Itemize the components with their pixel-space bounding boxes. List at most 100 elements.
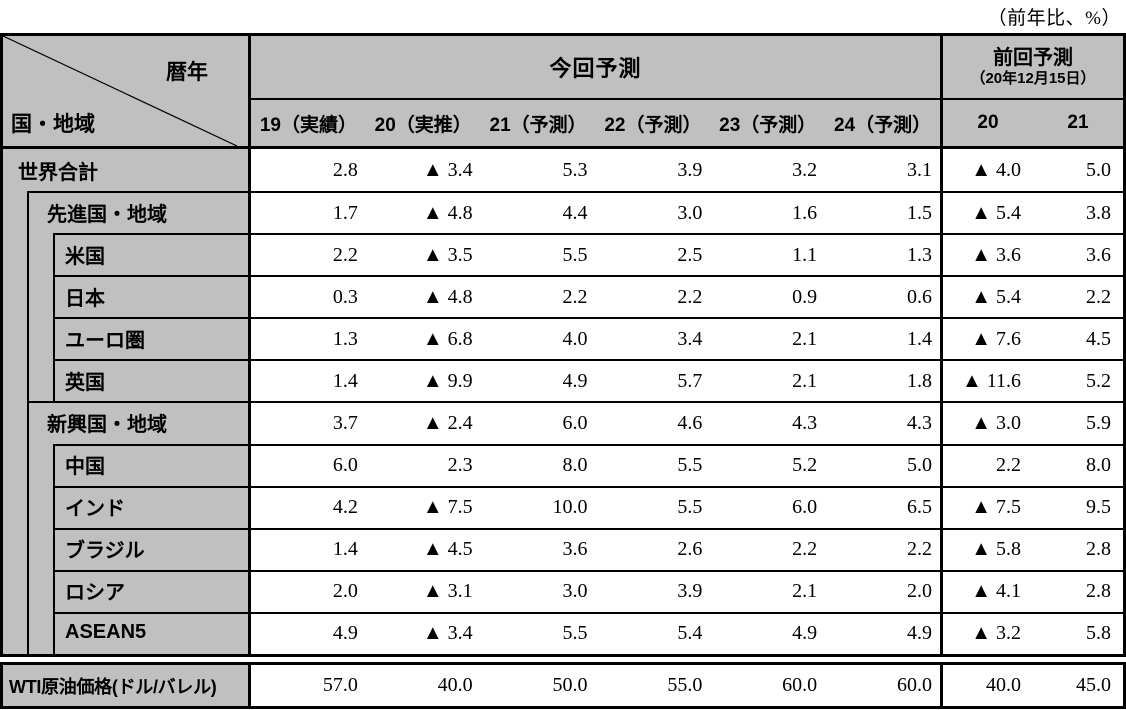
value-cell: 0.6 xyxy=(906,285,932,308)
value-cell: 3.7 xyxy=(332,412,358,434)
row-label-cell: ASEAN5 xyxy=(3,611,251,654)
wti-oil-price-row: WTI原油価格(ドル/バレル) 57.0 40.0 50.0 55.0 60.0… xyxy=(0,662,1126,709)
label-row-separator xyxy=(53,317,248,320)
row-label: インド xyxy=(65,498,125,521)
previous-forecast-cells: ▲ 7.5 9.5 xyxy=(943,488,1123,528)
indent-line-level1 xyxy=(27,275,29,318)
table-row: ユーロ圏 1.3 ▲ 6.8 4.0 3.4 2.1 1.4 ▲ 7.6 4.5 xyxy=(3,317,1123,360)
row-cells: 1.7 ▲ 4.8 4.4 3.0 1.6 1.5 ▲ 5.4 3.8 xyxy=(251,191,1123,234)
prev-value-cell: 3.6 xyxy=(1086,243,1111,266)
value-cell: ▲ 2.4 xyxy=(422,412,473,434)
indent-line-level2 xyxy=(53,569,55,612)
prev-value-cell: 5.2 xyxy=(1086,369,1111,392)
prev-value-cell: 2.8 xyxy=(1086,538,1111,561)
value-cell: 4.9 xyxy=(792,622,818,645)
value-cell: 3.2 xyxy=(792,158,818,181)
prev-value-cell: 9.5 xyxy=(1086,496,1111,519)
indent-line-level1 xyxy=(27,569,29,612)
subheader-23-forecast: 23（予測） xyxy=(719,114,817,136)
label-row-separator xyxy=(53,611,248,614)
prev-value-cell: 2.2 xyxy=(1086,285,1111,308)
value-cell: ▲ 7.5 xyxy=(422,496,473,519)
value-cell: 1.5 xyxy=(906,201,932,224)
table-row: 中国 6.0 2.3 8.0 5.5 5.2 5.0 2.2 8.0 xyxy=(3,443,1123,486)
value-cell: 5.0 xyxy=(906,454,932,477)
prev-value-cell: 3.8 xyxy=(1086,201,1111,224)
previous-forecast-cells: ▲ 5.4 3.8 xyxy=(943,193,1123,233)
value-cell: 2.2 xyxy=(906,538,932,561)
value-cell: 4.3 xyxy=(906,412,932,434)
corner-label-country-region: 国・地域 xyxy=(11,113,95,136)
previous-forecast-cells: ▲ 4.1 2.8 xyxy=(943,572,1123,612)
wti-cells: 57.0 40.0 50.0 55.0 60.0 60.0 40.0 45.0 xyxy=(251,665,1123,706)
wti-label-cell: WTI原油価格(ドル/バレル) xyxy=(3,665,251,706)
header-right: 今回予測 前回予測 （20年12月15日） 19（実績） 20（実推） 21（予… xyxy=(251,36,1123,146)
row-label: ASEAN5 xyxy=(65,621,147,644)
label-row-separator xyxy=(53,233,248,236)
wti-prev-value-cell: 45.0 xyxy=(1076,674,1111,696)
row-label: 米国 xyxy=(65,245,105,268)
row-label-cell: 日本 xyxy=(3,275,251,318)
previous-forecast-title: 前回予測 xyxy=(993,46,1073,69)
wti-previous-cells: 40.0 45.0 xyxy=(943,665,1123,706)
value-cell: ▲ 9.9 xyxy=(422,369,473,392)
subheader-prev-21: 21 xyxy=(1067,112,1089,133)
label-row-separator xyxy=(27,191,248,194)
value-cell: 1.3 xyxy=(906,243,932,266)
previous-forecast-cells: ▲ 3.2 5.8 xyxy=(943,614,1123,654)
row-cells: 1.4 ▲ 4.5 3.6 2.6 2.2 2.2 ▲ 5.8 2.8 xyxy=(251,527,1123,570)
value-cell: 1.3 xyxy=(332,327,358,350)
row-label: 世界合計 xyxy=(18,161,98,184)
value-cell: ▲ 3.1 xyxy=(422,580,473,603)
indent-line-level2 xyxy=(53,527,55,570)
table-row: 先進国・地域 1.7 ▲ 4.8 4.4 3.0 1.6 1.5 ▲ 5.4 3.8 xyxy=(3,191,1123,234)
value-cell: 1.4 xyxy=(332,369,358,392)
prev-value-cell: ▲ 5.8 xyxy=(971,538,1021,561)
value-cell: ▲ 4.8 xyxy=(422,285,473,308)
group-current-forecast: 今回予測 xyxy=(251,36,943,98)
label-row-separator xyxy=(53,569,248,572)
value-cell: 2.2 xyxy=(332,243,358,266)
table-row: 英国 1.4 ▲ 9.9 4.9 5.7 2.1 1.8 ▲ 11.6 5.2 xyxy=(3,359,1123,402)
current-forecast-cells: 2.0 ▲ 3.1 3.0 3.9 2.1 2.0 xyxy=(251,571,943,612)
value-cell: 3.0 xyxy=(562,580,588,603)
value-cell: 5.5 xyxy=(562,622,588,645)
row-label: 日本 xyxy=(65,287,105,310)
previous-forecast-cells: ▲ 4.0 5.0 xyxy=(943,149,1123,191)
indent-line-level1 xyxy=(27,611,29,654)
current-forecast-cells: 1.4 ▲ 4.5 3.6 2.6 2.2 2.2 xyxy=(251,529,943,570)
prev-value-cell: ▲ 5.4 xyxy=(971,285,1021,308)
wti-value-cell: 55.0 xyxy=(667,674,703,696)
indent-line-level2 xyxy=(53,485,55,528)
prev-value-cell: 5.9 xyxy=(1086,412,1111,434)
row-label-cell: 中国 xyxy=(3,443,251,486)
previous-forecast-cells: ▲ 7.6 4.5 xyxy=(943,319,1123,359)
value-cell: 8.0 xyxy=(562,454,588,477)
row-cells: 1.3 ▲ 6.8 4.0 3.4 2.1 1.4 ▲ 7.6 4.5 xyxy=(251,317,1123,360)
header-group-row: 今回予測 前回予測 （20年12月15日） xyxy=(251,36,1123,100)
row-cells: 2.2 ▲ 3.5 5.5 2.5 1.1 1.3 ▲ 3.6 3.6 xyxy=(251,233,1123,276)
indent-line-level1 xyxy=(27,317,29,360)
current-forecast-cells: 1.3 ▲ 6.8 4.0 3.4 2.1 1.4 xyxy=(251,319,943,360)
prev-value-cell: 4.5 xyxy=(1086,327,1111,350)
value-cell: 2.0 xyxy=(906,580,932,603)
prev-value-cell: ▲ 4.0 xyxy=(971,158,1021,181)
indent-line-level2 xyxy=(53,275,55,318)
prev-value-cell: ▲ 3.2 xyxy=(971,622,1021,645)
indent-line-level2 xyxy=(53,359,55,402)
value-cell: 2.1 xyxy=(792,580,818,603)
value-cell: 6.0 xyxy=(332,454,358,477)
table-row: 日本 0.3 ▲ 4.8 2.2 2.2 0.9 0.6 ▲ 5.4 2.2 xyxy=(3,275,1123,318)
header-corner-cell: 暦年 国・地域 xyxy=(3,36,251,146)
value-cell: 5.2 xyxy=(792,454,818,477)
indent-line-level2 xyxy=(53,443,55,486)
value-cell: 3.1 xyxy=(906,158,932,181)
row-cells: 1.4 ▲ 9.9 4.9 5.7 2.1 1.8 ▲ 11.6 5.2 xyxy=(251,359,1123,402)
current-forecast-cells: 1.7 ▲ 4.8 4.4 3.0 1.6 1.5 xyxy=(251,193,943,234)
previous-forecast-date: （20年12月15日） xyxy=(970,69,1096,87)
table-row: ASEAN5 4.9 ▲ 3.4 5.5 5.4 4.9 4.9 ▲ 3.2 5.8 xyxy=(3,611,1123,654)
value-cell: 2.2 xyxy=(562,285,588,308)
prev-value-cell: ▲ 11.6 xyxy=(961,369,1021,392)
value-cell: 4.9 xyxy=(332,622,358,645)
row-label: 英国 xyxy=(65,371,105,394)
